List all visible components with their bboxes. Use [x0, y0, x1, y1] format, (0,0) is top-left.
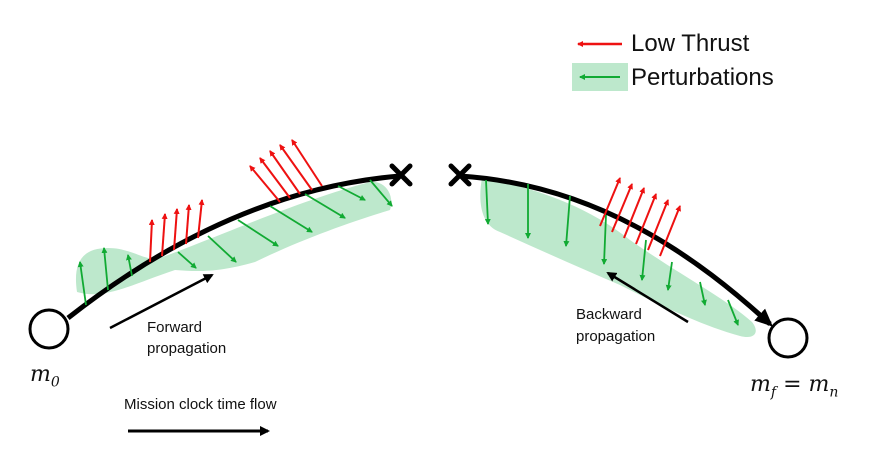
end-node — [767, 317, 809, 359]
trajectory-left — [66, 173, 401, 320]
forward-label-line2: propagation — [147, 340, 227, 357]
thrust-arrows-left — [148, 199, 205, 263]
perturbation-arrows-right — [484, 179, 739, 326]
perturbation-arrows-left — [77, 179, 393, 306]
perturbation-region-left — [75, 181, 392, 295]
match-point-left-icon — [389, 163, 413, 187]
start-node — [28, 308, 70, 350]
backward-label-line2: propagation — [576, 328, 656, 345]
forward-label-line1: Forward — [147, 319, 203, 336]
legend-perturbations-label: Perturbations — [631, 64, 774, 91]
legend-low-thrust-label: Low Thrust — [631, 30, 750, 57]
clock-label: Mission clock time flow — [124, 396, 277, 413]
perturbation-region-right — [480, 178, 756, 338]
match-point-right-icon — [448, 163, 472, 187]
thrust-arrows-middle — [249, 139, 323, 203]
forward-propagation-arrow — [109, 273, 214, 330]
start-mass-label: m0 — [30, 362, 60, 391]
end-mass-label: mf = mn — [750, 372, 839, 401]
backward-propagation-arrow — [606, 271, 689, 324]
backward-label-line1: Backward — [576, 306, 642, 323]
thrust-arrows-right — [599, 177, 681, 257]
